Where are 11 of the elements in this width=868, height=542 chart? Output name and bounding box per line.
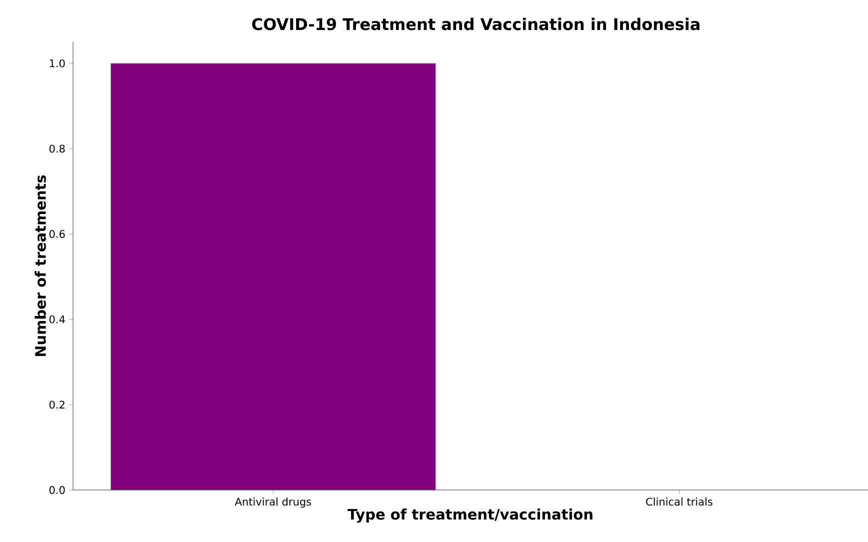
x-axis-title: Type of treatment/vaccination [348,508,592,523]
y-tick-label: 0.6 [49,230,65,238]
y-tick-label: 1.0 [50,59,65,68]
chart-title: COVID-19 Treatment and Vaccination in Indonesia [252,18,700,30]
x-tick-label: Antiviral drugs [234,498,312,508]
y-axis-title: Number of treatments [34,175,46,356]
y-tick-label: 0.4 [49,315,65,324]
x-tick-label: Clinical trials [646,498,712,506]
y-tick-label: 0.8 [49,144,65,153]
y-tick-label: 0.2 [49,400,64,409]
y-tick-label: 0.0 [49,486,65,494]
